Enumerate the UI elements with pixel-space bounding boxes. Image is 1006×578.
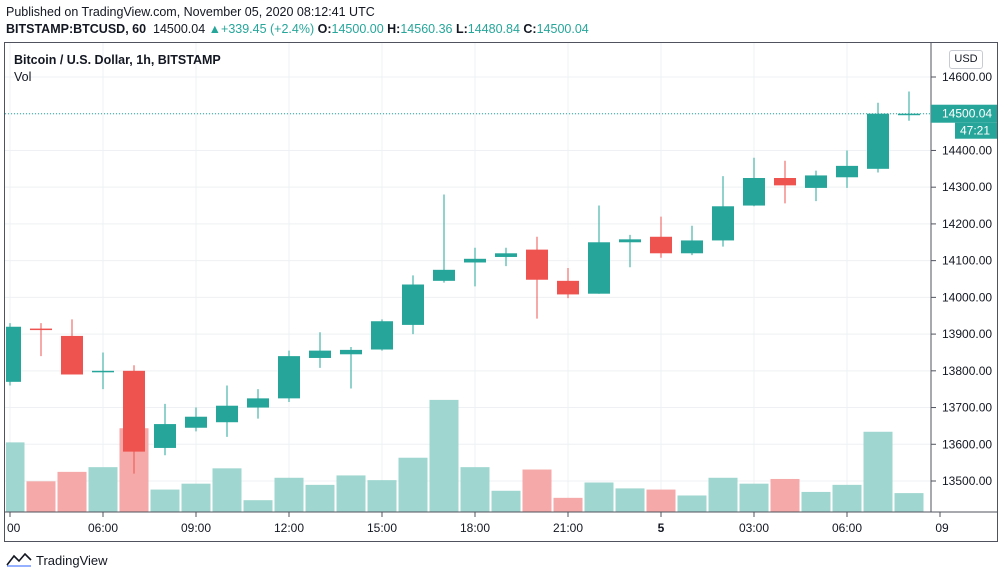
- currency-button[interactable]: USD: [949, 50, 983, 69]
- high-value: 14560.36: [400, 22, 453, 36]
- published-line: Published on TradingView.com, November 0…: [6, 5, 375, 19]
- footer-brand-label: TradingView: [36, 552, 108, 568]
- change-value: ▲+339.45 (+2.4%): [209, 22, 315, 36]
- chart-frame[interactable]: [4, 42, 998, 542]
- high-label: H:: [387, 22, 401, 36]
- change-value-text: +339.45 (+2.4%): [221, 22, 315, 36]
- low-value: 14480.84: [467, 22, 520, 36]
- footer-brand[interactable]: TradingView: [6, 551, 108, 569]
- volume-legend: Vol: [14, 70, 32, 84]
- open-label: O:: [317, 22, 332, 36]
- tradingview-logo-icon: [6, 553, 32, 567]
- low-label: L:: [455, 22, 468, 36]
- change-up-icon: ▲: [208, 22, 222, 36]
- symbol-label[interactable]: BITSTAMP:BTCUSD, 60: [6, 22, 147, 36]
- last-price: 14500.04: [153, 22, 206, 36]
- open-value: 14500.00: [331, 22, 384, 36]
- ohlc-line: BITSTAMP:BTCUSD, 60 14500.04 ▲+339.45 (+…: [6, 22, 589, 36]
- close-value: 14500.04: [536, 22, 589, 36]
- close-label: C:: [523, 22, 537, 36]
- chart-legend-title: Bitcoin / U.S. Dollar, 1h, BITSTAMP: [14, 53, 221, 67]
